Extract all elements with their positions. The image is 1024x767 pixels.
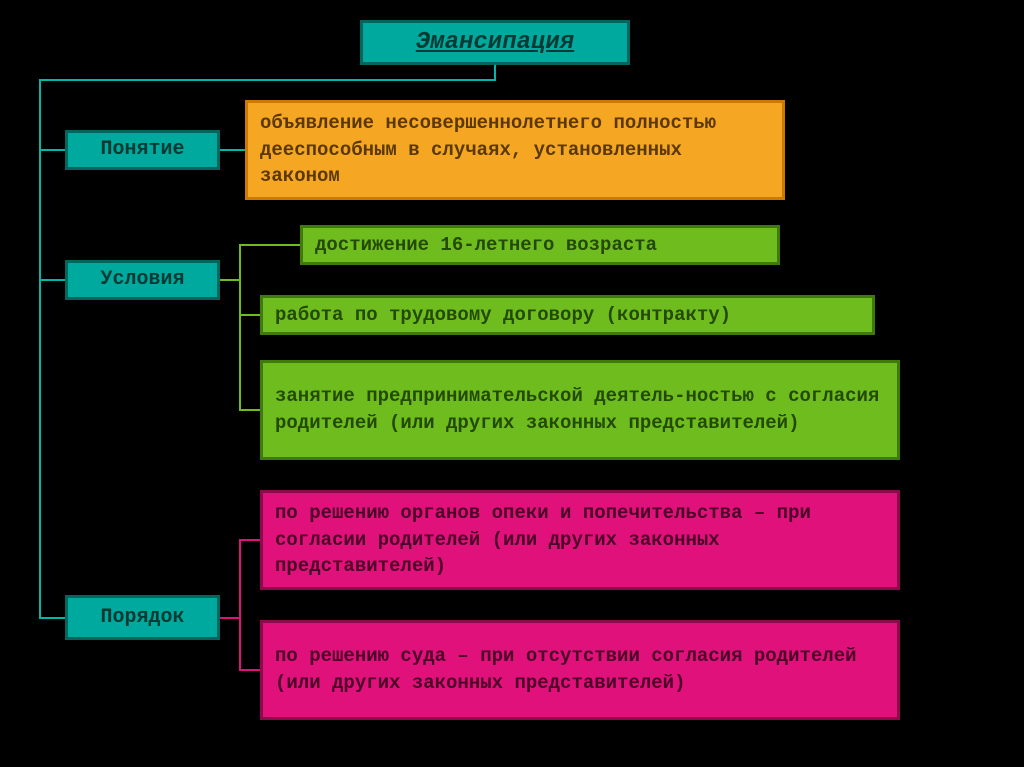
category-label-uslovija: Условия <box>65 260 220 300</box>
diagram-title: Эмансипация <box>360 20 630 65</box>
uslovija-item-1: работа по трудовому договору (контракту) <box>260 295 875 335</box>
porjadok-item-0: по решению органов опеки и попечительств… <box>260 490 900 590</box>
ponjatie-item-0: объявление несовершеннолетнего полностью… <box>245 100 785 200</box>
category-label-ponjatie: Понятие <box>65 130 220 170</box>
porjadok-item-1: по решению суда – при отсутствии согласи… <box>260 620 900 720</box>
uslovija-item-0: достижение 16-летнего возраста <box>300 225 780 265</box>
diagram-canvas: Эмансипация Понятие Условия Порядок объя… <box>0 0 1024 767</box>
category-label-porjadok: Порядок <box>65 595 220 640</box>
uslovija-item-2: занятие предпринимательской деятель-ност… <box>260 360 900 460</box>
